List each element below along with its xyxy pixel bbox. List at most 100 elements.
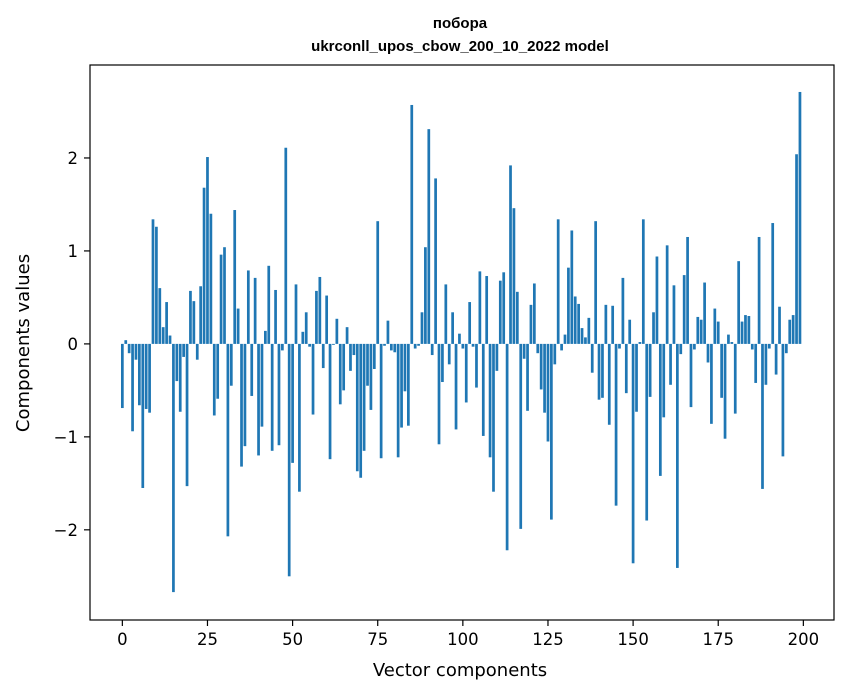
bar-40 bbox=[257, 343, 260, 456]
bar-84 bbox=[407, 343, 410, 426]
bar-8 bbox=[148, 343, 151, 413]
bar-5 bbox=[138, 343, 141, 406]
bar-159 bbox=[662, 343, 666, 418]
bar-189 bbox=[764, 343, 768, 385]
bar-6 bbox=[141, 343, 145, 488]
bar-78 bbox=[386, 320, 390, 344]
bar-108 bbox=[488, 343, 492, 458]
bar-100 bbox=[461, 343, 465, 349]
plot-frame bbox=[89, 64, 835, 621]
bar-140 bbox=[597, 343, 601, 400]
bar-30 bbox=[223, 247, 226, 344]
bar-95 bbox=[444, 284, 448, 344]
bar-158 bbox=[658, 343, 662, 476]
bar-132 bbox=[570, 230, 574, 344]
bar-33 bbox=[233, 210, 237, 344]
bar-2 bbox=[127, 343, 131, 354]
bar-82 bbox=[400, 343, 403, 428]
x-axis-ticks: 0 25 50 75 100 125 150 175 200 bbox=[117, 620, 819, 649]
bar-126 bbox=[550, 343, 553, 520]
bar-94 bbox=[441, 343, 444, 383]
bar-118 bbox=[522, 343, 526, 359]
bar-161 bbox=[669, 343, 672, 385]
bar-119 bbox=[526, 343, 529, 411]
x-tick-label: 75 bbox=[367, 630, 388, 649]
bars-group bbox=[120, 91, 802, 593]
bar-135 bbox=[580, 328, 584, 344]
x-tick-label: 50 bbox=[282, 630, 303, 649]
bar-10 bbox=[155, 226, 158, 344]
bar-32 bbox=[229, 343, 233, 386]
y-tick-label: 1 bbox=[68, 242, 79, 261]
bar-154 bbox=[645, 343, 649, 521]
bar-55 bbox=[308, 343, 311, 347]
bar-101 bbox=[464, 343, 468, 403]
bar-44 bbox=[270, 343, 274, 451]
bar-77 bbox=[383, 343, 386, 346]
bar-129 bbox=[560, 343, 563, 351]
bar-111 bbox=[498, 280, 502, 344]
bar-138 bbox=[590, 343, 594, 373]
bar-37 bbox=[246, 270, 250, 344]
bar-181 bbox=[737, 261, 741, 344]
bar-60 bbox=[325, 295, 329, 344]
bar-191 bbox=[771, 223, 775, 344]
bar-67 bbox=[349, 343, 352, 371]
bar-83 bbox=[403, 343, 407, 392]
bar-76 bbox=[379, 343, 383, 459]
bar-97 bbox=[451, 312, 454, 344]
bar-85 bbox=[410, 104, 414, 344]
bar-47 bbox=[281, 343, 284, 351]
bar-72 bbox=[366, 343, 369, 386]
bar-169 bbox=[696, 316, 700, 344]
bar-193 bbox=[778, 306, 781, 344]
x-tick-label: 100 bbox=[447, 630, 479, 649]
bar-21 bbox=[192, 301, 196, 344]
x-tick-label: 125 bbox=[532, 630, 564, 649]
bar-88 bbox=[420, 312, 424, 344]
bar-175 bbox=[716, 321, 720, 344]
bar-17 bbox=[178, 343, 182, 412]
bar-12 bbox=[161, 327, 165, 344]
bar-25 bbox=[206, 157, 209, 344]
bar-187 bbox=[757, 236, 761, 344]
bar-192 bbox=[774, 343, 778, 375]
bar-36 bbox=[243, 343, 247, 447]
bar-127 bbox=[553, 343, 557, 365]
bar-123 bbox=[539, 343, 543, 390]
bar-162 bbox=[672, 285, 676, 344]
bar-115 bbox=[512, 208, 516, 344]
bar-151 bbox=[635, 343, 638, 412]
bar-160 bbox=[665, 245, 669, 344]
bar-64 bbox=[338, 343, 342, 405]
bar-96 bbox=[447, 343, 451, 365]
bar-91 bbox=[430, 343, 434, 356]
bar-114 bbox=[509, 165, 512, 344]
x-tick-label: 0 bbox=[117, 630, 128, 649]
bar-173 bbox=[710, 343, 713, 424]
bar-146 bbox=[618, 343, 621, 349]
bar-121 bbox=[532, 283, 536, 344]
bar-57 bbox=[315, 290, 318, 344]
y-axis-ticks: −2 −1 0 1 2 bbox=[54, 149, 90, 540]
bar-128 bbox=[556, 219, 560, 344]
bar-186 bbox=[754, 343, 758, 383]
bar-34 bbox=[236, 308, 240, 344]
bar-198 bbox=[795, 154, 798, 344]
bar-19 bbox=[185, 343, 189, 487]
bar-35 bbox=[240, 343, 243, 467]
bar-52 bbox=[298, 343, 301, 492]
bar-27 bbox=[212, 343, 216, 416]
bar-61 bbox=[328, 343, 332, 460]
bar-28 bbox=[216, 343, 220, 399]
bar-41 bbox=[260, 343, 264, 427]
bar-157 bbox=[655, 256, 659, 344]
x-tick-label: 200 bbox=[788, 630, 820, 649]
bar-145 bbox=[614, 343, 618, 506]
bar-65 bbox=[342, 343, 346, 391]
bar-42 bbox=[264, 330, 267, 344]
bar-109 bbox=[492, 343, 495, 492]
bar-68 bbox=[352, 343, 356, 356]
bar-14 bbox=[168, 335, 172, 344]
bar-29 bbox=[219, 254, 223, 344]
